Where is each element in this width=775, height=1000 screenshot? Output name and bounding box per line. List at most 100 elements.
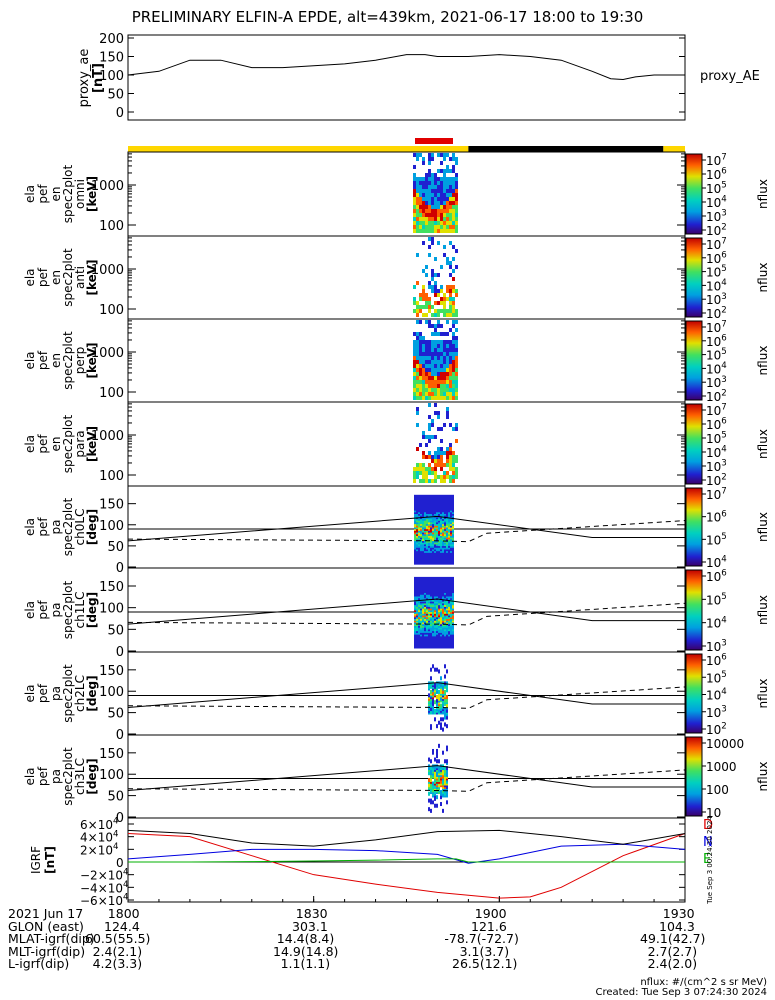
pa-cell [436, 701, 438, 706]
pa-ytick-label: 100 [99, 685, 124, 700]
energy-panel-ylabel: pef [36, 350, 50, 370]
spectrogram-cell [434, 273, 437, 277]
spectrogram-cell [413, 356, 416, 360]
spectrogram-cell [425, 471, 428, 475]
spectrogram-cell [449, 261, 452, 265]
spectrogram-cell [452, 277, 455, 281]
spectrogram-cell [431, 177, 434, 181]
spectrogram-cell [434, 205, 437, 209]
spectrogram-cell [452, 201, 455, 205]
ephemeris-value: 26.5(12.1) [452, 956, 518, 971]
energy-ytick-label: 100 [99, 386, 124, 401]
spectrogram-cell [437, 189, 440, 193]
colorbar-tick-label: 106 [706, 569, 727, 584]
spectrogram-cell [416, 193, 419, 197]
spectrogram-cell [431, 313, 434, 317]
colorbar-tick-label: 104 [706, 278, 727, 293]
spectrogram-cell [440, 388, 443, 392]
pa-cell [438, 693, 440, 698]
pa-cell [424, 494, 426, 499]
spectrogram-cell [425, 225, 428, 229]
loss-cone-line [127, 765, 685, 791]
spectrogram-cell [431, 173, 434, 177]
spectrogram-cell [425, 356, 428, 360]
spectrogram-cell [446, 261, 449, 265]
spectrogram-cell [419, 340, 422, 344]
spectrogram-cell [416, 360, 419, 364]
spectrogram-cell [434, 313, 437, 317]
spectrogram-cell [434, 332, 437, 336]
spectrogram-cell [425, 467, 428, 471]
colorbar-tick-label: 102 [706, 306, 727, 321]
pa-cell [444, 776, 446, 781]
spectrogram-cell [455, 173, 458, 177]
spectrogram-cell [416, 205, 419, 209]
spectrogram-cell [437, 197, 440, 201]
spectrogram-cell [452, 364, 455, 368]
spectrogram-cell [419, 177, 422, 181]
spectrogram-cell [446, 225, 449, 229]
spectrogram-cell [446, 177, 449, 181]
pa-cell [446, 759, 448, 764]
spectrogram-cell [452, 313, 455, 317]
spectrogram-cell [413, 352, 416, 356]
spectrogram-cell [446, 340, 449, 344]
pa-cell [428, 807, 430, 812]
spectrogram-cell [428, 403, 431, 407]
loss-cone-line [127, 598, 685, 625]
igrf-ytick-label: 6×104 [80, 817, 118, 832]
spectrogram-cell [443, 364, 446, 368]
spectrogram-cell [443, 368, 446, 372]
spectrogram-cell [425, 368, 428, 372]
spectrogram-cell [428, 237, 431, 241]
spectrogram-cell [422, 396, 425, 400]
spectrogram-cell [443, 173, 446, 177]
spectrogram-cell [428, 153, 431, 157]
colorbar-tick-label: 104 [706, 555, 727, 570]
spectrogram-cell [449, 463, 452, 467]
spectrogram-cell [425, 364, 428, 368]
spectrogram-cell [437, 368, 440, 372]
spectrogram-cell [425, 217, 428, 221]
pa-cell [432, 698, 434, 703]
pa-cell [428, 798, 430, 803]
pa-cell [438, 494, 440, 499]
spectrogram-cell [425, 221, 428, 225]
spectrogram-cell [428, 439, 431, 443]
spectrogram-cell [443, 209, 446, 213]
colorbar [685, 153, 703, 235]
spectrogram-cell [440, 332, 443, 336]
spectrogram-cell [416, 388, 419, 392]
spectrogram-cell [428, 281, 431, 285]
spectrogram-cell [431, 209, 434, 213]
spectrogram-cell [425, 301, 428, 305]
spectrogram-cell [413, 396, 416, 400]
spectrogram-cell [419, 201, 422, 205]
colorbar-tick-label: 107 [706, 237, 727, 252]
colorbar-tick-label: 103 [706, 209, 727, 224]
spectrogram-cell [434, 396, 437, 400]
spectrogram-cell [455, 189, 458, 193]
spectrogram-cell [449, 241, 452, 245]
spectrogram-cell [446, 169, 449, 173]
pa-cell [430, 710, 432, 715]
spectrogram-cell [452, 427, 455, 431]
spectrogram-cell [413, 360, 416, 364]
spectrogram-cell [413, 479, 416, 483]
colorbar-tick-label: 106 [706, 509, 727, 524]
spectrogram-cell [416, 332, 419, 336]
spectrogram-cell [455, 380, 458, 384]
colorbar-tick-label: 106 [706, 333, 727, 348]
ephemeris-value: 104.3 [659, 918, 695, 934]
spectrogram-cell [434, 213, 437, 217]
pa-cell [446, 724, 448, 729]
spectrogram-cell [422, 221, 425, 225]
spectrogram-cell [440, 265, 443, 269]
spectrogram-cell [413, 205, 416, 209]
spectrogram-cell [425, 372, 428, 376]
colorbar-label: nflux [756, 179, 770, 209]
pa-cell [442, 717, 444, 722]
spectrogram-cell [419, 368, 422, 372]
pa-panel-ylabel: ela [23, 767, 37, 785]
pa-ytick-label: 150 [99, 580, 124, 595]
